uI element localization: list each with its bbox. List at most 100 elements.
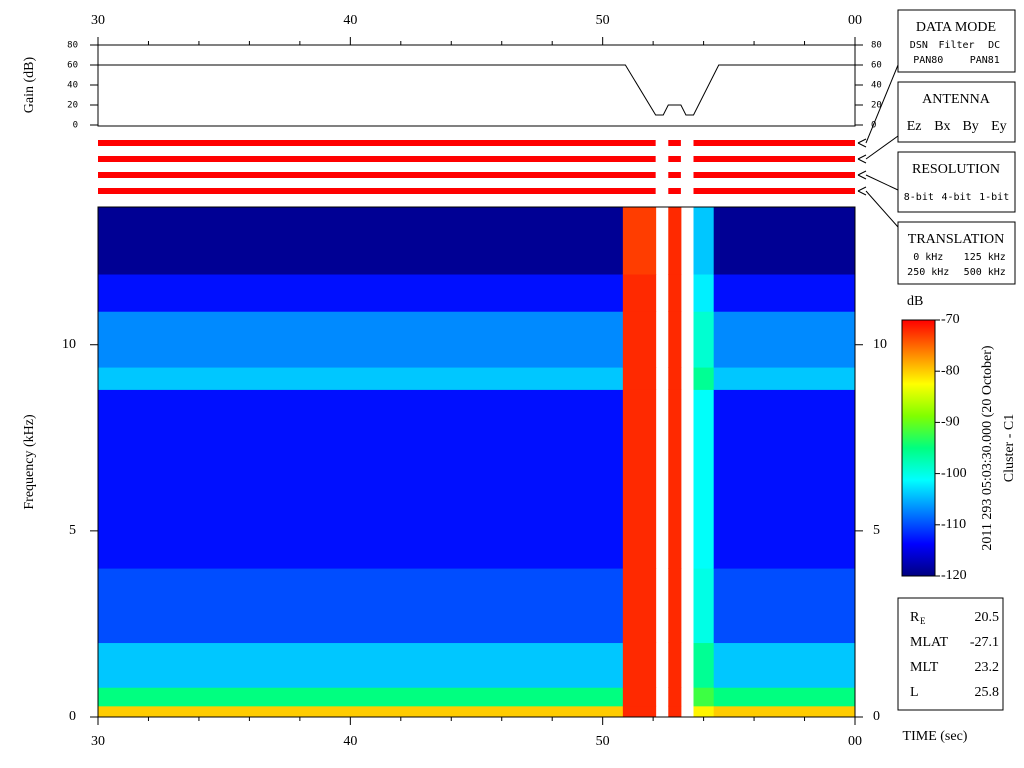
status-bar xyxy=(668,188,681,194)
x-tick-label: 00 xyxy=(848,734,862,749)
status-bar xyxy=(693,140,855,146)
spectrogram-cell xyxy=(98,687,624,707)
panel-title: RESOLUTION xyxy=(912,162,1000,177)
spectrogram-cell xyxy=(668,367,682,390)
x-tick-label: 50 xyxy=(596,734,610,749)
spectrogram-cell xyxy=(668,642,682,688)
spectrogram-frame xyxy=(97,206,856,718)
panel-title: TRANSLATION xyxy=(908,232,1004,247)
y-axis-label: Gain (dB) xyxy=(22,56,37,113)
panel-item: DSN xyxy=(910,40,928,51)
y-tick-label: 40 xyxy=(67,81,78,91)
spectrogram-cell xyxy=(713,687,856,707)
spectrogram-cell xyxy=(693,687,715,707)
panel-item: 125 kHz xyxy=(964,252,1006,263)
spectrogram-cell xyxy=(668,207,682,275)
panel-box xyxy=(897,9,1016,73)
spectrogram-cell xyxy=(693,207,715,275)
spectrogram-cell xyxy=(622,367,657,390)
x-axis-label: TIME (sec) xyxy=(903,729,968,744)
y-tick-label: 5 xyxy=(69,523,76,538)
info-label: MLAT xyxy=(910,635,949,650)
colorbar-tick-label: -70 xyxy=(941,312,960,327)
spectrogram-cell xyxy=(713,642,856,688)
y-tick-label: 10 xyxy=(873,337,887,352)
y-tick-label: 0 xyxy=(73,121,78,131)
info-label: L xyxy=(910,685,919,700)
status-bar xyxy=(98,172,656,178)
panel-title: ANTENNA xyxy=(922,92,991,107)
side-text: Cluster - C1 xyxy=(1002,414,1017,482)
spectrogram-cell xyxy=(98,705,624,718)
x-tick-label: 40 xyxy=(343,734,357,749)
colorbar-tick-label: -110 xyxy=(941,517,966,532)
panel-item: Filter xyxy=(938,40,974,51)
panel-box xyxy=(897,221,1016,285)
status-bar xyxy=(693,172,855,178)
status-bar xyxy=(668,172,681,178)
spectrogram-cell xyxy=(713,568,856,644)
arrow-head xyxy=(857,158,867,164)
y-tick-label: 20 xyxy=(67,101,78,111)
arrow-head xyxy=(857,142,867,148)
status-bar xyxy=(693,188,855,194)
info-label: R xyxy=(910,610,920,625)
spectrogram-cell xyxy=(693,389,715,569)
panel-connector xyxy=(865,174,899,191)
info-label: MLT xyxy=(910,660,939,675)
spectrogram-cell xyxy=(622,568,657,644)
spectrogram-cell xyxy=(668,311,682,368)
x-tick-label: 30 xyxy=(91,13,105,28)
spectrogram-cell xyxy=(668,687,682,707)
panel-connector xyxy=(865,135,899,160)
spectrogram-cell xyxy=(622,705,657,718)
x-tick-label: 00 xyxy=(848,13,862,28)
y-tick-label: 60 xyxy=(67,61,78,71)
y-tick-label: 80 xyxy=(871,41,882,51)
panel-item: By xyxy=(962,119,978,134)
spectrogram-cell xyxy=(693,274,715,312)
panel-item: Ey xyxy=(991,119,1007,134)
info-value: 20.5 xyxy=(975,610,1000,625)
info-sub: E xyxy=(920,616,926,626)
spectrogram-cell xyxy=(693,642,715,688)
arrow-head xyxy=(857,186,867,192)
spectrogram-cell xyxy=(713,389,856,569)
panel-item: 8-bit xyxy=(904,192,934,203)
panel-item: DC xyxy=(988,40,1000,51)
y-tick-label: 0 xyxy=(69,709,76,724)
panel-box xyxy=(897,81,1016,143)
panel-item: Ez xyxy=(907,119,922,134)
panel-item: Bx xyxy=(934,119,950,134)
y-tick-label: 20 xyxy=(871,101,882,111)
spectrogram-cell xyxy=(668,568,682,644)
gain-line xyxy=(98,64,855,116)
spectrogram-cell xyxy=(622,389,657,569)
arrow-head xyxy=(857,170,867,176)
spectrogram-cell xyxy=(98,568,624,644)
panel-box xyxy=(897,151,1016,213)
status-bar xyxy=(98,188,656,194)
panel-item: 0 kHz xyxy=(913,252,943,263)
spectrogram-cell xyxy=(622,642,657,688)
spectrogram-cell xyxy=(713,311,856,368)
panel-connector xyxy=(865,64,899,144)
y-tick-label: 5 xyxy=(873,523,880,538)
spectrogram-cell xyxy=(622,207,657,275)
status-bar xyxy=(98,140,656,146)
panel-item: 1-bit xyxy=(979,192,1009,203)
panel-item: 500 kHz xyxy=(964,267,1006,278)
spectrogram-cell xyxy=(668,389,682,569)
y-tick-label: 40 xyxy=(871,81,882,91)
side-text: 2011 293 05:03:30.000 (20 October) xyxy=(980,345,995,551)
panel-item: PAN81 xyxy=(970,55,1000,66)
x-tick-label: 30 xyxy=(91,734,105,749)
status-bar xyxy=(668,156,681,162)
spectrogram-cell xyxy=(668,274,682,312)
panel-item: PAN80 xyxy=(913,55,943,66)
spectrogram-cell xyxy=(622,311,657,368)
spectrogram-cell xyxy=(668,705,682,718)
panel-item: 250 kHz xyxy=(907,267,949,278)
y-tick-label: 10 xyxy=(62,337,76,352)
